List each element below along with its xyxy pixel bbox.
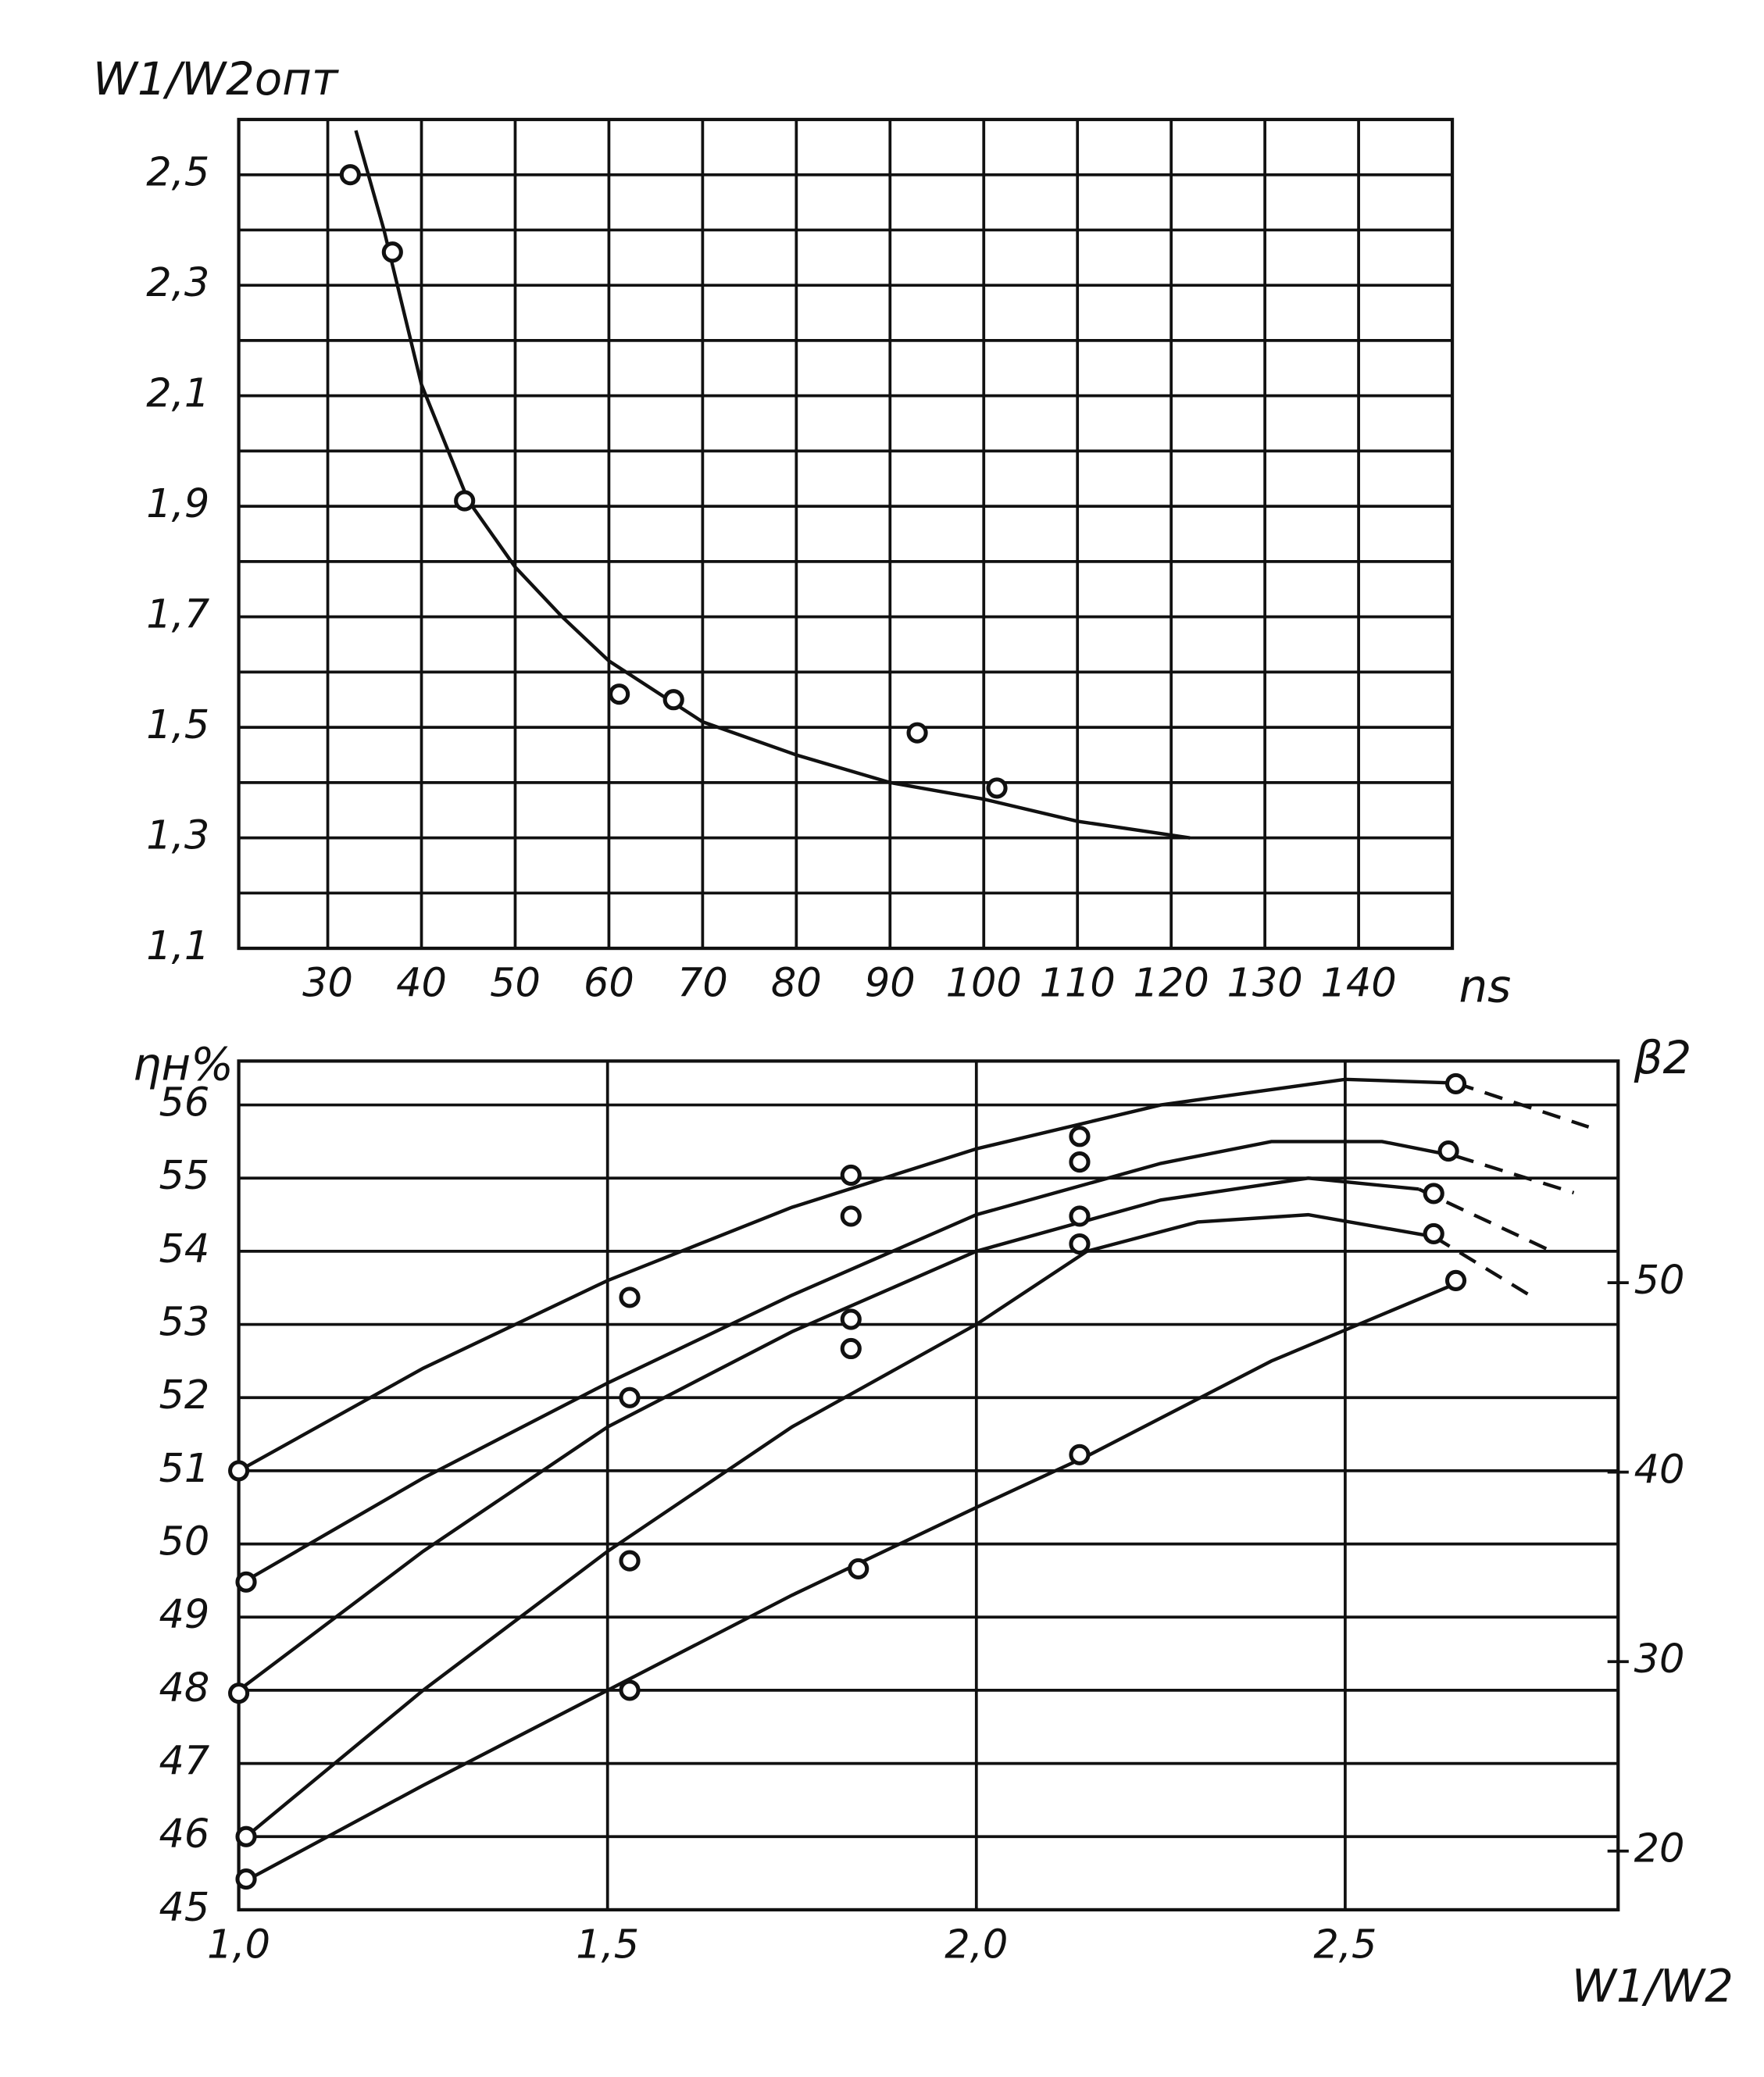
- data-point: [381, 241, 403, 263]
- x-tick-label: 100: [946, 961, 1022, 1007]
- data-point: [339, 164, 361, 186]
- data-point: [228, 1460, 250, 1482]
- y-tick-label: 54: [159, 1226, 209, 1272]
- data-point: [1069, 1205, 1091, 1227]
- data-point: [619, 1386, 641, 1408]
- y-tick-label: 47: [159, 1739, 209, 1785]
- y2-tick-label: 20: [1634, 1826, 1685, 1872]
- data-point: [609, 683, 630, 705]
- data-point: [986, 777, 1008, 799]
- fit-curve-extension: [1455, 1154, 1575, 1195]
- data-point: [235, 1571, 257, 1593]
- data-point: [840, 1164, 862, 1187]
- y2-axis-label: β2: [1634, 1031, 1692, 1084]
- fit-curve: [237, 1176, 1419, 1692]
- data-point: [619, 1679, 641, 1701]
- x-tick-label: 40: [396, 961, 447, 1007]
- data-point: [1069, 1151, 1091, 1173]
- y-tick-label: 2,1: [146, 371, 209, 417]
- y-tick-label: 2,5: [146, 150, 209, 196]
- y-axis-label: W1/W2опт: [93, 52, 339, 105]
- y-tick-label: 52: [159, 1372, 209, 1419]
- x-tick-label: 2,5: [1313, 1922, 1377, 1968]
- fit-curve: [245, 1212, 1434, 1838]
- x-tick-label: 30: [302, 961, 353, 1007]
- x-tick-label: 90: [865, 961, 916, 1007]
- x-tick-label: 70: [677, 961, 728, 1007]
- y-tick-label: 48: [159, 1665, 209, 1711]
- data-point: [1437, 1140, 1459, 1162]
- data-point: [235, 1868, 257, 1890]
- y-tick-label: 51: [159, 1446, 209, 1492]
- y2-tick-label: 40: [1634, 1447, 1685, 1494]
- data-point: [228, 1683, 250, 1704]
- data-point: [906, 722, 928, 744]
- data-point: [235, 1825, 257, 1847]
- x-axis-label: ns: [1459, 959, 1512, 1012]
- fit-curve-extension: [1455, 1081, 1590, 1129]
- y-tick-label: 49: [159, 1592, 209, 1638]
- data-point: [840, 1308, 862, 1330]
- x-axis-label: W1/W2: [1572, 1959, 1734, 2012]
- y-tick-label: 1,9: [146, 481, 209, 527]
- x-tick-label: 80: [771, 961, 822, 1007]
- x-tick-label: 140: [1320, 961, 1396, 1007]
- fit-curve: [354, 130, 1191, 840]
- data-point: [848, 1558, 870, 1580]
- y-tick-label: 2,3: [146, 260, 209, 306]
- fit-curve-extension: [1418, 1187, 1553, 1253]
- y-tick-label: 1,3: [146, 813, 209, 859]
- y-tick-label: 50: [159, 1519, 209, 1565]
- fit-curve: [245, 1140, 1456, 1583]
- data-point: [1069, 1444, 1091, 1465]
- data-point: [454, 490, 476, 512]
- x-tick-label: 1,5: [576, 1922, 639, 1968]
- data-point: [1423, 1222, 1444, 1245]
- data-point: [840, 1337, 862, 1360]
- fit-curve-extension: [1433, 1235, 1531, 1297]
- x-tick-label: 50: [490, 961, 541, 1007]
- data-point: [840, 1205, 862, 1227]
- y-tick-label: 45: [159, 1885, 209, 1931]
- y-tick-label: 56: [159, 1080, 209, 1126]
- data-point: [1423, 1183, 1444, 1204]
- data-point: [1444, 1269, 1467, 1291]
- data-point: [619, 1287, 641, 1308]
- data-point: [1069, 1233, 1091, 1255]
- y2-tick-label: 50: [1634, 1258, 1685, 1304]
- fit-curve: [245, 1279, 1464, 1883]
- x-tick-label: 60: [584, 961, 634, 1007]
- y2-tick-label: 30: [1634, 1636, 1685, 1683]
- y-tick-label: 55: [159, 1153, 209, 1199]
- x-tick-label: 130: [1227, 961, 1303, 1007]
- data-point: [1444, 1072, 1467, 1094]
- x-tick-label: 120: [1134, 961, 1209, 1007]
- y-tick-label: 1,1: [146, 923, 209, 969]
- fit-curve: [237, 1077, 1456, 1472]
- y-tick-label: 53: [159, 1300, 209, 1346]
- data-point: [619, 1550, 641, 1572]
- data-point: [1069, 1126, 1091, 1147]
- x-tick-label: 2,0: [944, 1922, 1008, 1968]
- data-point: [662, 689, 684, 711]
- x-tick-label: 110: [1040, 961, 1116, 1007]
- x-tick-label: 1,0: [207, 1922, 270, 1968]
- y-tick-label: 1,5: [146, 702, 209, 748]
- y-tick-label: 46: [159, 1811, 209, 1858]
- y-tick-label: 1,7: [146, 592, 209, 638]
- y-axis-label: ηн%: [133, 1037, 234, 1090]
